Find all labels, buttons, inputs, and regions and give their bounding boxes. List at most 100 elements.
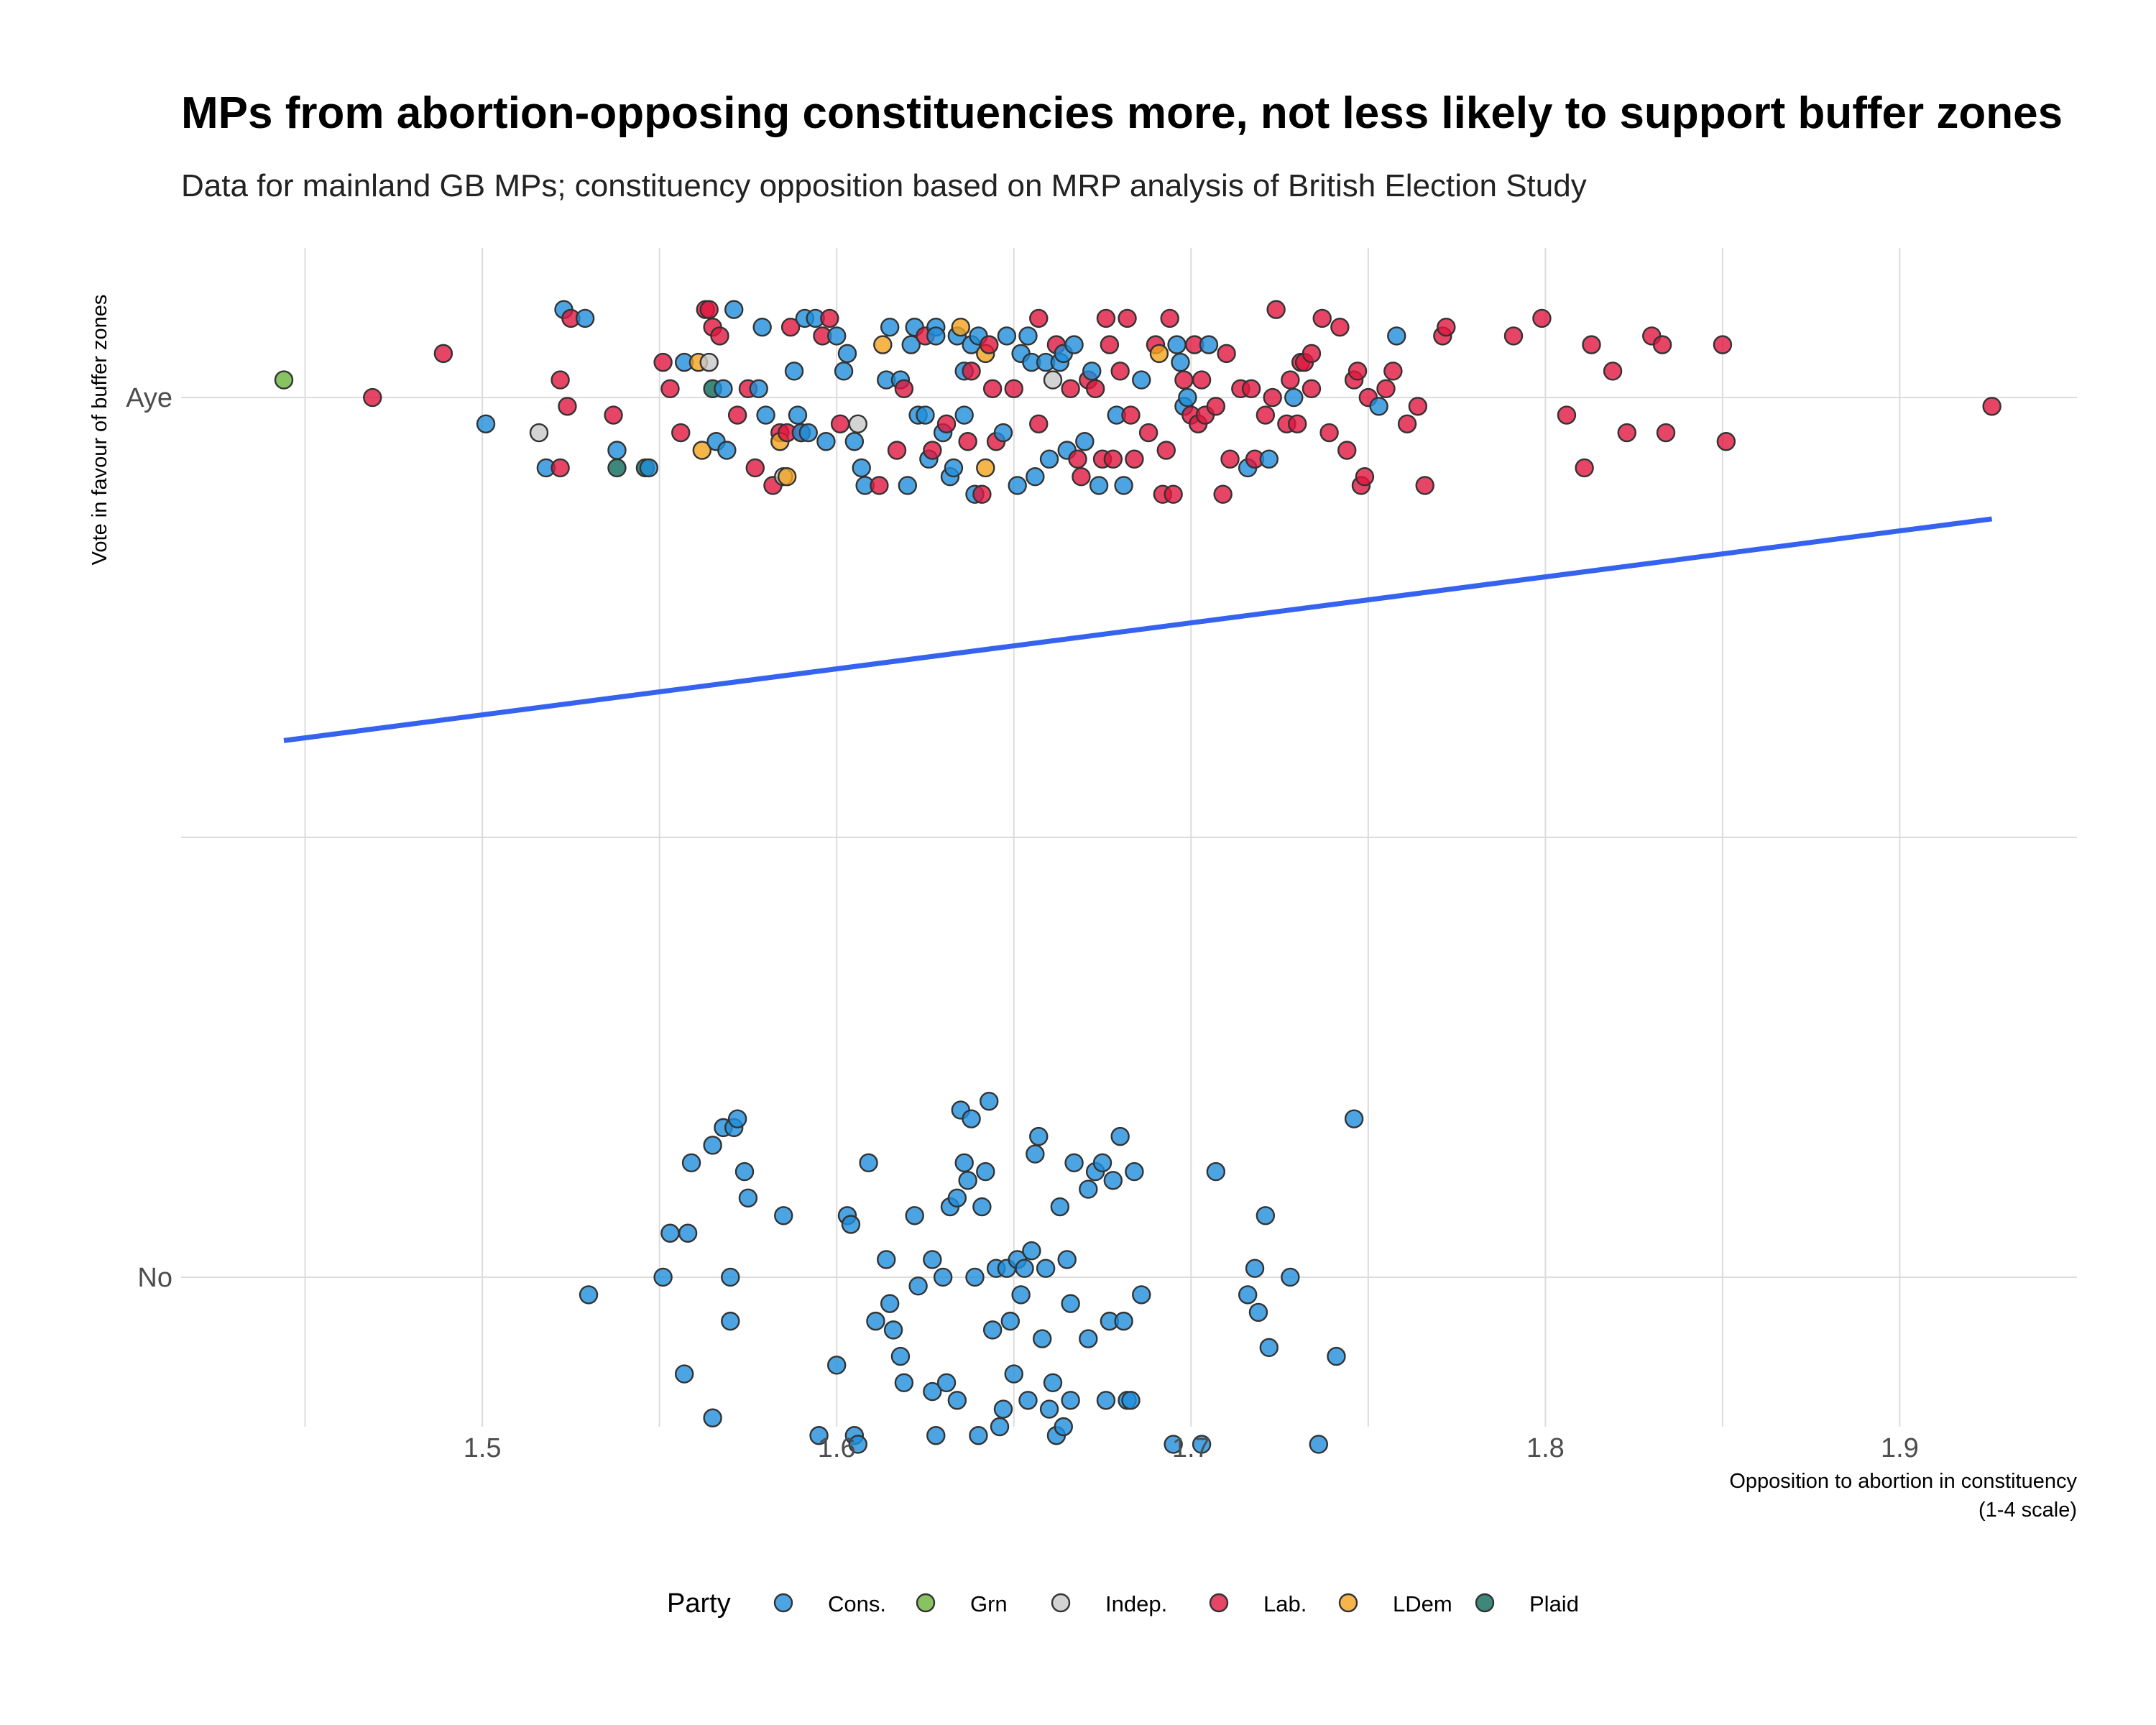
data-point <box>1125 449 1144 469</box>
data-point <box>993 1399 1013 1419</box>
data-point <box>1302 344 1322 364</box>
data-point <box>816 432 836 451</box>
data-point <box>1241 379 1261 399</box>
data-point <box>756 405 775 425</box>
data-point <box>809 1426 829 1445</box>
data-point <box>1220 449 1240 469</box>
data-point <box>699 352 719 372</box>
data-point <box>926 1426 946 1445</box>
data-point <box>1312 308 1332 328</box>
data-point <box>752 317 772 337</box>
data-point <box>908 1276 928 1296</box>
data-point <box>936 1373 957 1393</box>
data-point <box>363 387 382 408</box>
data-point <box>660 379 680 399</box>
data-point <box>681 1153 701 1173</box>
data-point <box>1079 1179 1098 1199</box>
data-point <box>1110 362 1130 381</box>
data-point <box>1022 1241 1041 1261</box>
data-point <box>1164 1435 1183 1454</box>
data-point <box>1043 1373 1063 1393</box>
data-point <box>951 317 970 337</box>
data-point <box>982 1320 1003 1340</box>
y-tick-label: Aye <box>126 383 172 413</box>
data-point <box>724 300 744 319</box>
data-point <box>745 458 765 478</box>
data-point <box>923 441 942 460</box>
data-point <box>774 1206 793 1225</box>
data-point <box>1018 1391 1038 1410</box>
data-point <box>1100 335 1120 354</box>
data-point <box>947 1188 967 1208</box>
data-point <box>1064 335 1084 354</box>
data-point <box>604 405 623 425</box>
data-point <box>1344 1109 1364 1128</box>
data-point <box>1032 1329 1052 1348</box>
data-point <box>1415 476 1434 495</box>
data-point <box>1582 335 1601 354</box>
data-point <box>703 1408 722 1427</box>
y-tick-label: No <box>137 1263 172 1293</box>
data-point <box>1011 1285 1031 1305</box>
data-point <box>274 370 294 390</box>
data-point <box>976 1162 995 1182</box>
data-point <box>1327 1346 1346 1366</box>
x-axis-ticks: 1.5 1.6 1.7 1.8 1.9 <box>464 1433 1919 1463</box>
data-point <box>727 1109 747 1128</box>
legend-key <box>773 1593 793 1613</box>
data-point <box>923 1381 942 1402</box>
legend: Party Cons. Grn Indep. Lab. LDem Plaid <box>667 1588 1579 1619</box>
x-tick-label: 1.6 <box>818 1433 856 1463</box>
data-point <box>1082 362 1102 381</box>
data-point <box>980 1091 999 1111</box>
data-point <box>777 467 797 487</box>
data-point <box>1557 405 1577 425</box>
data-point <box>887 441 907 460</box>
data-point <box>1079 1329 1098 1348</box>
data-point <box>844 432 865 451</box>
data-point <box>1114 476 1133 495</box>
data-point <box>1263 387 1282 408</box>
data-point <box>550 370 570 390</box>
data-point <box>827 1356 847 1375</box>
data-point <box>1114 1311 1133 1331</box>
data-point <box>883 1320 903 1340</box>
data-point <box>1149 344 1169 364</box>
data-point <box>1103 1171 1123 1190</box>
data-point <box>1192 1435 1212 1454</box>
data-point <box>1085 379 1105 399</box>
data-point <box>830 414 850 433</box>
data-point <box>936 414 957 433</box>
data-point <box>926 326 946 346</box>
x-tick-label: 1.9 <box>1881 1433 1919 1463</box>
data-point <box>1018 326 1038 346</box>
data-point <box>1199 335 1219 354</box>
data-point <box>1281 370 1300 390</box>
data-point <box>852 458 871 478</box>
data-point <box>859 1153 878 1173</box>
data-point <box>1171 352 1190 372</box>
data-point <box>721 1311 740 1331</box>
data-point <box>1503 326 1524 346</box>
data-point <box>1132 370 1151 390</box>
data-point <box>1259 1338 1279 1358</box>
data-point <box>1068 449 1087 469</box>
data-point <box>848 1435 867 1454</box>
data-point <box>982 379 1003 399</box>
data-point <box>660 1223 680 1243</box>
data-point <box>678 1223 698 1243</box>
data-point <box>738 1188 758 1208</box>
trend-line <box>283 516 1993 743</box>
data-point <box>894 1373 914 1393</box>
data-point <box>1348 362 1368 381</box>
data-point <box>749 379 768 399</box>
data-point <box>1110 1126 1130 1146</box>
data-point <box>727 405 747 425</box>
data-point <box>1061 1294 1080 1313</box>
data-point <box>1319 423 1339 443</box>
data-point <box>1309 1435 1329 1454</box>
data-point <box>607 458 627 478</box>
data-point <box>898 476 918 495</box>
data-point <box>1000 1311 1021 1331</box>
data-point <box>1337 441 1357 460</box>
